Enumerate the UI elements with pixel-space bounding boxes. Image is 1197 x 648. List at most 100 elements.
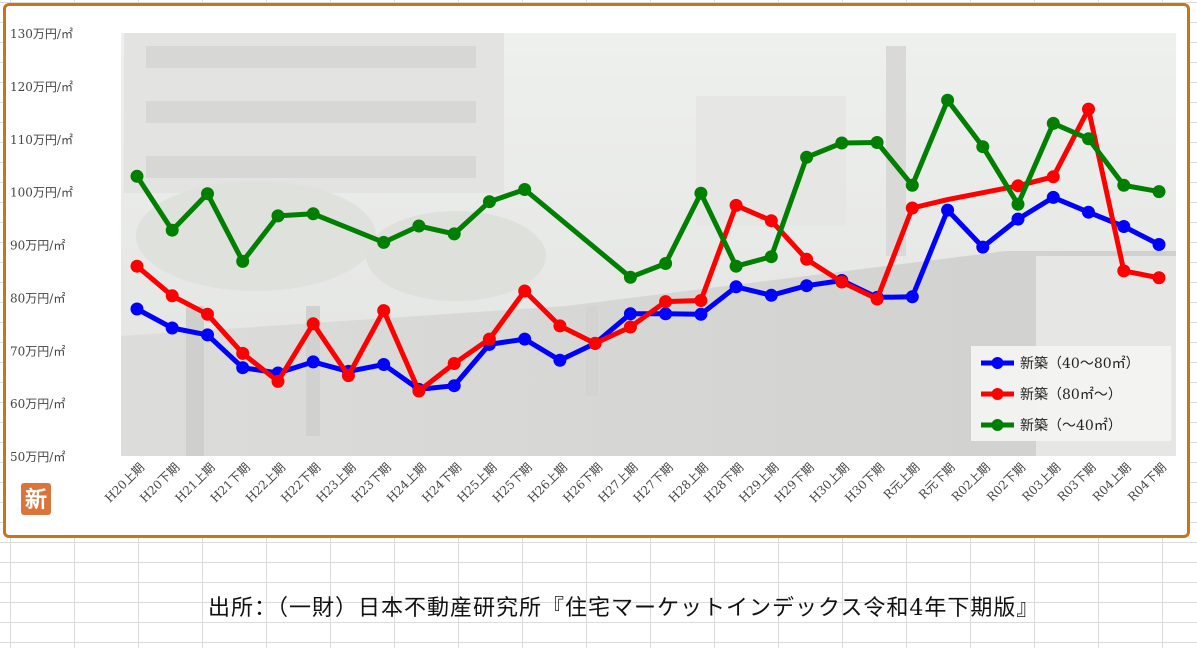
data-point: [659, 307, 673, 321]
data-point: [1117, 220, 1131, 233]
data-point: [623, 320, 637, 334]
data-point: [412, 219, 426, 233]
faded-photo-background: [121, 33, 1176, 456]
data-point: [482, 195, 496, 209]
new-badge-glyph: 新: [25, 487, 47, 513]
data-point: [377, 235, 391, 249]
y-tick-label: 80万円/㎡: [10, 291, 65, 305]
series-line: [134, 106, 1162, 394]
data-point: [1011, 197, 1025, 211]
data-point: [1046, 190, 1060, 204]
legend-swatch-marker: [991, 419, 1004, 431]
data-point: [130, 302, 144, 316]
y-tick-label: 70万円/㎡: [10, 344, 65, 358]
y-tick-label: 110万円/㎡: [10, 133, 73, 147]
data-point: [1011, 212, 1025, 226]
data-point: [518, 332, 532, 346]
data-point: [976, 240, 990, 254]
legend-swatch-marker: [991, 388, 1004, 400]
data-point: [447, 379, 461, 393]
data-point: [130, 259, 144, 273]
data-point: [1117, 264, 1131, 278]
data-point: [165, 321, 179, 335]
data-point: [165, 289, 179, 303]
data-point: [553, 353, 567, 367]
series-2: [130, 102, 1166, 398]
data-point: [271, 209, 285, 223]
data-point: [1082, 205, 1095, 219]
legend-swatch-marker: [991, 357, 1004, 369]
data-point: [941, 203, 955, 217]
y-axis: 50万円/㎡ 60万円/㎡ 70万円/㎡ 80万円/㎡ 90万円/㎡ 100万円/㎡ 110…: [10, 27, 73, 464]
y-tick-label: 130万円/㎡: [10, 27, 73, 41]
data-point: [412, 384, 426, 398]
data-point: [800, 279, 814, 293]
legend-label: 新築（80㎡～）: [1020, 387, 1122, 403]
data-point: [835, 136, 849, 150]
data-point: [623, 307, 637, 321]
data-point: [553, 319, 567, 333]
data-point: [341, 369, 355, 383]
new-badge-box: [21, 483, 51, 515]
data-point: [623, 270, 637, 284]
data-point: [800, 252, 814, 266]
x-tick-label: H30下期: [842, 460, 887, 505]
legend-label: 新築（40～80㎡）: [1020, 356, 1140, 372]
chart-frame: 50万円/㎡ 60万円/㎡ 70万円/㎡ 80万円/㎡ 90万円/㎡ 100万円/㎡ 110…: [3, 3, 1190, 538]
data-point: [870, 292, 884, 306]
data-point: [694, 294, 708, 307]
x-tick-label: R04下期: [1125, 460, 1169, 504]
legend-item: 新築（40～80㎡）: [981, 356, 1140, 372]
data-point: [729, 198, 743, 212]
data-point: [165, 223, 179, 237]
data-point: [482, 332, 496, 346]
data-point: [1082, 132, 1095, 146]
data-point: [694, 307, 708, 321]
data-point: [659, 257, 673, 270]
data-point: [236, 254, 250, 268]
data-point: [1082, 102, 1095, 116]
data-point: [447, 227, 461, 241]
data-point: [447, 357, 461, 370]
new-badge: 新: [21, 483, 51, 515]
data-point: [518, 284, 532, 298]
legend-item: 新築（～40㎡）: [981, 418, 1122, 434]
x-tick-label: R元上期: [881, 460, 923, 502]
data-point: [306, 317, 320, 331]
y-tick-label: 100万円/㎡: [10, 186, 73, 200]
data-point: [588, 336, 602, 350]
x-axis: H20上期H20下期H21上期H21下期H22上期H22下期H23上期H23下期…: [102, 460, 1169, 505]
data-point: [1011, 179, 1025, 193]
data-point: [377, 358, 391, 371]
data-point: [800, 150, 814, 164]
y-tick-label: 60万円/㎡: [10, 397, 65, 411]
data-point: [377, 304, 391, 318]
data-point: [764, 250, 778, 264]
data-point: [764, 288, 778, 302]
data-point: [870, 136, 884, 149]
data-point: [1046, 116, 1060, 130]
data-point: [1152, 238, 1166, 251]
data-point: [905, 290, 919, 304]
data-point: [1046, 170, 1060, 184]
data-point: [694, 186, 708, 200]
data-point: [201, 307, 214, 321]
data-point: [659, 295, 673, 309]
data-point: [271, 374, 285, 388]
data-point: [729, 259, 743, 273]
source-citation: 出所：（一財）日本不動産研究所『住宅マーケットインデックス令和4年下期版』: [208, 596, 1040, 621]
data-point: [236, 346, 250, 360]
y-tick-label: 120万円/㎡: [10, 80, 73, 94]
series-layer: [130, 93, 1166, 398]
y-tick-label: 90万円/㎡: [10, 239, 65, 253]
data-point: [130, 169, 144, 183]
data-point: [236, 361, 250, 375]
data-point: [905, 201, 919, 215]
data-point: [306, 355, 320, 369]
data-point: [306, 207, 320, 221]
data-point: [976, 140, 990, 154]
data-point: [518, 183, 532, 196]
y-tick-label: 50万円/㎡: [10, 450, 65, 464]
data-point: [905, 178, 919, 192]
data-point: [201, 328, 214, 342]
